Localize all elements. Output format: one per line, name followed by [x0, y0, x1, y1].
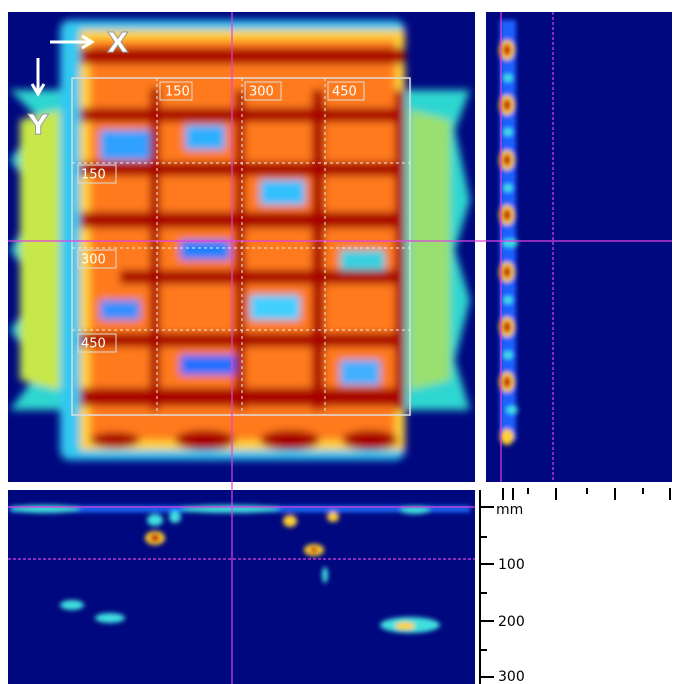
crosshairs: [8, 12, 672, 684]
label-boxes: [77, 81, 365, 353]
grid-lines: [72, 78, 410, 415]
x-arrow: [50, 34, 95, 50]
grid-frame: [71, 77, 411, 416]
heatmap: [10, 20, 470, 460]
x-grid-label: 450: [332, 85, 357, 100]
y-grid-label: 450: [81, 337, 106, 352]
y-axis-label: Y: [27, 108, 49, 141]
side-heatmap: [499, 20, 518, 445]
scale-label: 300: [498, 669, 525, 684]
x-grid-label: 150: [165, 85, 190, 100]
scale-label: 200: [498, 614, 525, 630]
depth-view: [8, 490, 475, 684]
scale-label: 100: [498, 557, 525, 573]
background: [8, 490, 475, 684]
y-grid-label: 150: [81, 168, 106, 183]
x-axis-label: X: [107, 26, 129, 59]
scale-unit: mm: [496, 502, 523, 518]
side-view: [486, 12, 672, 482]
y-grid-label: 300: [81, 253, 106, 268]
y-arrow: [30, 58, 46, 97]
background: [486, 12, 672, 482]
plan-view: 150 300 450 150 300 450 X Y: [8, 12, 475, 482]
x-grid-label: 300: [249, 85, 274, 100]
scale-ticks: [479, 488, 671, 684]
